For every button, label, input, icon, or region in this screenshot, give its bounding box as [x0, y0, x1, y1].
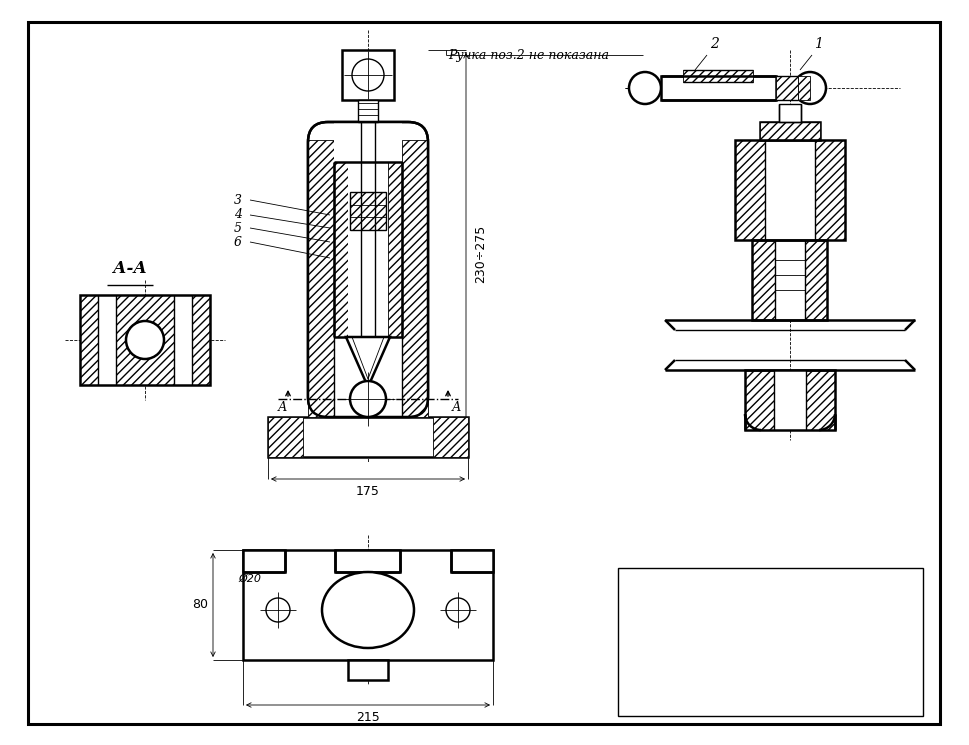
Circle shape	[446, 598, 470, 622]
Bar	[348, 162, 388, 337]
Text: 5: 5	[234, 221, 242, 235]
Bar	[798, 76, 810, 100]
Text: А-А: А-А	[113, 260, 147, 277]
Bar	[735, 140, 845, 240]
Bar	[350, 192, 386, 230]
Bar	[243, 550, 493, 660]
Bar	[735, 140, 765, 240]
Bar	[98, 295, 116, 385]
Bar	[779, 104, 801, 122]
Text: 230÷275: 230÷275	[474, 224, 487, 282]
Bar	[80, 295, 210, 385]
Circle shape	[350, 381, 386, 417]
Text: А: А	[452, 401, 460, 414]
Text: 6: 6	[234, 235, 242, 249]
Bar	[342, 50, 394, 100]
Bar	[753, 240, 828, 320]
Bar	[334, 122, 402, 417]
Bar	[268, 417, 468, 457]
Circle shape	[352, 59, 384, 91]
Circle shape	[266, 598, 290, 622]
Bar	[760, 122, 820, 140]
Bar	[760, 122, 820, 140]
Bar	[753, 240, 828, 320]
Text: 4: 4	[234, 209, 242, 221]
Bar	[334, 162, 348, 337]
Bar	[308, 140, 334, 417]
Circle shape	[126, 321, 164, 359]
Circle shape	[629, 72, 661, 104]
Bar	[268, 417, 303, 457]
Bar	[243, 550, 285, 572]
Bar	[776, 76, 798, 100]
Polygon shape	[346, 337, 390, 387]
Ellipse shape	[322, 572, 414, 648]
Bar	[661, 76, 776, 100]
Bar	[451, 550, 493, 572]
Text: Ручка поз.2 не показана: Ручка поз.2 не показана	[448, 48, 609, 62]
Bar	[774, 370, 806, 430]
Text: Ø20: Ø20	[238, 574, 262, 584]
Bar	[402, 140, 428, 417]
Bar	[765, 140, 815, 240]
Bar	[358, 100, 378, 122]
Bar	[745, 370, 835, 430]
Text: 215: 215	[357, 711, 380, 724]
Bar	[174, 295, 192, 385]
Bar	[335, 550, 400, 572]
Text: 80: 80	[192, 598, 208, 612]
Text: 2: 2	[710, 37, 719, 51]
Bar	[775, 240, 805, 320]
Bar	[683, 70, 753, 82]
Bar	[348, 660, 388, 680]
Text: 3: 3	[234, 194, 242, 206]
Bar	[433, 417, 468, 457]
Text: 175: 175	[356, 485, 380, 498]
Circle shape	[794, 72, 826, 104]
Bar	[80, 295, 210, 385]
Bar	[815, 140, 845, 240]
Bar	[388, 162, 402, 337]
Text: А: А	[277, 401, 287, 414]
Bar	[618, 568, 923, 716]
Text: 1: 1	[814, 37, 823, 51]
FancyBboxPatch shape	[308, 122, 428, 417]
Bar	[745, 370, 835, 430]
